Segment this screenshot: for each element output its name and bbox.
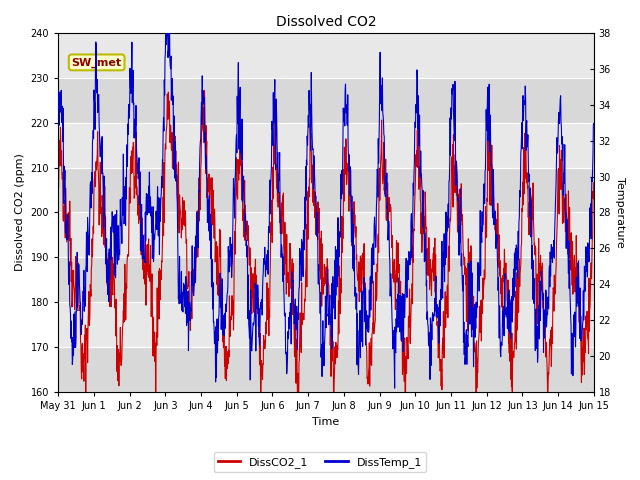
Y-axis label: Dissolved CO2 (ppm): Dissolved CO2 (ppm) xyxy=(15,154,25,271)
DissTemp_1 xyxy=(480,189,488,195)
DissTemp_1 xyxy=(391,385,399,391)
DissTemp_1 xyxy=(410,192,417,198)
Bar xyxy=(58,33,594,78)
Bar xyxy=(58,302,594,347)
Bar xyxy=(58,123,594,168)
Line: DissCO2_1: DissCO2_1 xyxy=(58,90,594,414)
DissTemp_1 xyxy=(161,77,168,83)
Bar xyxy=(58,257,594,302)
DissCO2_1 xyxy=(173,176,181,182)
Title: Dissolved CO2: Dissolved CO2 xyxy=(276,15,376,29)
DissCO2_1 xyxy=(161,220,168,226)
DissTemp_1 xyxy=(590,120,598,126)
DissTemp_1 xyxy=(527,234,534,240)
DissCO2_1 xyxy=(480,284,488,289)
Bar xyxy=(58,78,594,123)
X-axis label: Time: Time xyxy=(312,417,340,427)
DissCO2_1 xyxy=(590,180,598,186)
DissTemp_1 xyxy=(234,121,241,127)
DissCO2_1 xyxy=(198,87,206,93)
Legend: DissCO2_1, DissTemp_1: DissCO2_1, DissTemp_1 xyxy=(214,452,426,472)
Line: DissTemp_1: DissTemp_1 xyxy=(58,12,594,388)
Bar xyxy=(58,168,594,213)
DissCO2_1 xyxy=(295,411,303,417)
Bar xyxy=(58,347,594,392)
Text: SW_met: SW_met xyxy=(72,57,122,68)
DissCO2_1 xyxy=(410,226,417,232)
DissTemp_1 xyxy=(164,10,172,15)
DissCO2_1 xyxy=(54,184,62,190)
DissTemp_1 xyxy=(54,105,62,111)
DissCO2_1 xyxy=(234,196,241,202)
Y-axis label: Temperature: Temperature xyxy=(615,177,625,248)
DissCO2_1 xyxy=(527,194,534,200)
DissTemp_1 xyxy=(174,229,182,235)
Bar xyxy=(58,213,594,257)
